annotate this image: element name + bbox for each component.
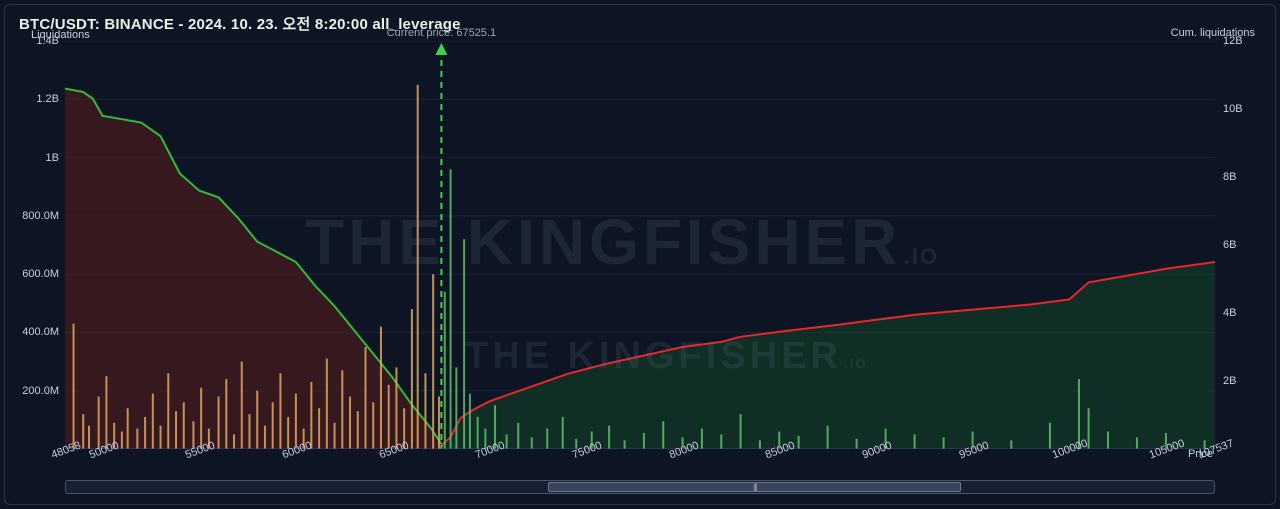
y2-tick: 6B: [1223, 239, 1236, 251]
y1-tick: 200.0M: [22, 385, 59, 397]
y2-tick: 4B: [1223, 307, 1236, 319]
y1-tick: 1.4B: [36, 35, 59, 47]
y2-tick: 2B: [1223, 375, 1236, 387]
y-axis-right-ticks: 2B4B6B8B10B12B: [1219, 41, 1275, 449]
y1-tick: 1.2B: [36, 93, 59, 105]
current-price-label: Current price: 67525.1: [387, 27, 496, 39]
y2-tick: 12B: [1223, 35, 1243, 47]
chart-svg: [65, 41, 1215, 449]
y1-tick: 600.0M: [22, 268, 59, 280]
y1-tick: 400.0M: [22, 326, 59, 338]
y1-tick: 800.0M: [22, 210, 59, 222]
y1-tick: 1B: [46, 152, 59, 164]
x-axis-ticks: Price 4805850000550006000065000700007500…: [65, 450, 1215, 464]
range-scrollbar-thumb[interactable]: |||: [548, 482, 961, 492]
y2-tick: 10B: [1223, 103, 1243, 115]
range-scrollbar[interactable]: |||: [65, 480, 1215, 494]
chart-container: BTC/USDT: BINANCE - 2024. 10. 23. 오전 8:2…: [4, 4, 1276, 505]
y-axis-left-ticks: 200.0M400.0M600.0M800.0M1B1.2B1.4B: [5, 41, 63, 449]
y2-tick: 8B: [1223, 171, 1236, 183]
scrollbar-grip-icon: |||: [753, 483, 756, 492]
chart-plot-area[interactable]: [65, 41, 1215, 449]
